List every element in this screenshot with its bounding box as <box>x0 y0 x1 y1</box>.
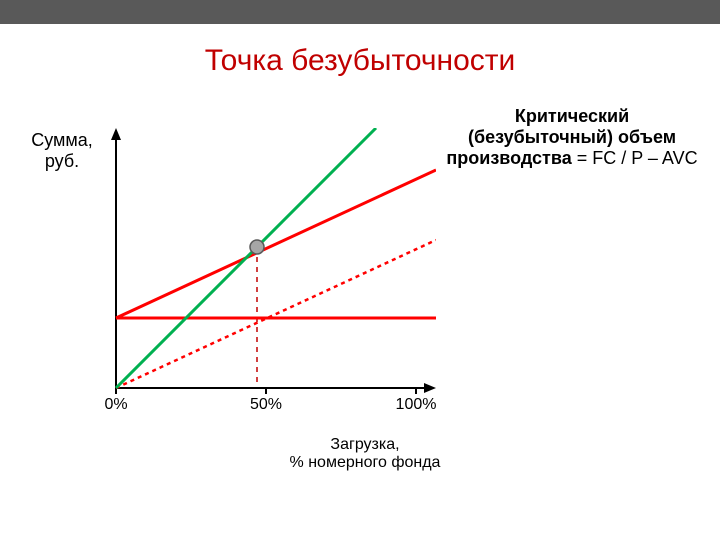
x-axis-label: Загрузка, % номерного фонда <box>245 436 485 472</box>
x-axis-label-line2: % номерного фонда <box>290 454 441 471</box>
x-tick-0: 0% <box>104 396 127 414</box>
slide-title: Точка безубыточности <box>0 44 720 78</box>
x-tick-50: 50% <box>250 396 282 414</box>
y-axis-label: Сумма, руб. <box>22 130 102 172</box>
top-bar <box>0 0 720 24</box>
breakeven-chart <box>96 128 436 408</box>
formula-rest: = FC / P – AVC <box>572 148 698 168</box>
formula-text: Критический (безубыточный) объем произво… <box>446 106 698 169</box>
x-tick-100: 100% <box>396 396 437 414</box>
x-tick-labels: 0% 50% 100% <box>0 396 720 420</box>
x-axis-label-line1: Загрузка, <box>330 436 399 453</box>
